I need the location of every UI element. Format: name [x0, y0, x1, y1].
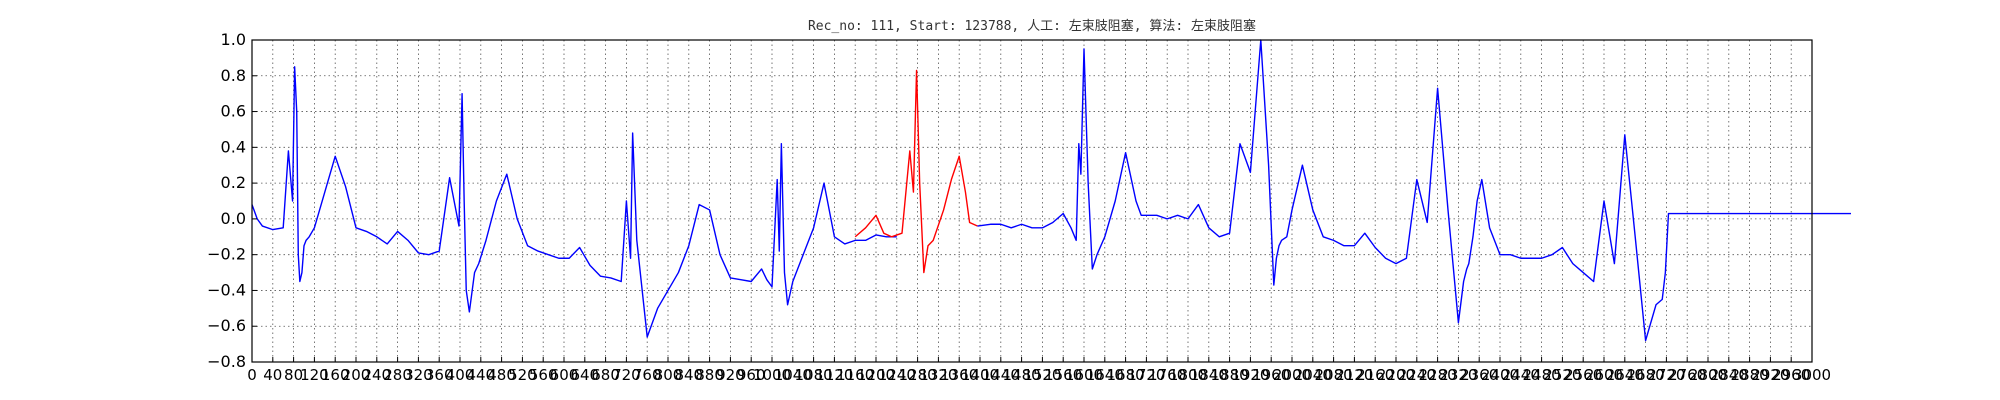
x-tick-label: 480 [487, 366, 516, 384]
x-tick-label: 1840 [1190, 366, 1228, 384]
x-tick-label: 2040 [1294, 366, 1332, 384]
x-tick-label: 720 [612, 366, 641, 384]
x-tick-label: 1000 [753, 366, 791, 384]
y-tick-layer: −0.8 −0.6 −0.4 −0.2 0.0 0.2 0.4 0.6 0.8 1.0 [207, 30, 257, 371]
x-tick-label: 640 [570, 366, 599, 384]
x-tick-label: 2440 [1502, 366, 1540, 384]
x-tick-label: 1360 [940, 366, 978, 384]
x-tick-label: 2200 [1377, 366, 1415, 384]
x-tick-label: 2800 [1689, 366, 1727, 384]
series-layer [251, 39, 1851, 342]
x-tick-label: 760 [633, 366, 662, 384]
x-tick-label: 1680 [1107, 366, 1145, 384]
x-tick-label: 1280 [899, 366, 937, 384]
x-tick-label: 2280 [1419, 366, 1457, 384]
x-tick-label: 440 [466, 366, 495, 384]
x-tick-label: 280 [383, 366, 412, 384]
x-tick-label: 2600 [1585, 366, 1623, 384]
x-tick-label: 1320 [919, 366, 957, 384]
x-tick-label: 880 [695, 366, 724, 384]
y-tick-label: 0.0 [221, 209, 246, 228]
x-tick-label: 1600 [1065, 366, 1103, 384]
x-tick-label: 2640 [1606, 366, 1644, 384]
x-tick-label: 2960 [1772, 366, 1810, 384]
x-tick-label: 1200 [857, 366, 895, 384]
x-tick-label: 800 [654, 366, 683, 384]
x-tick-label: 2160 [1356, 366, 1394, 384]
x-tick-label: 1720 [1127, 366, 1165, 384]
x-tick-label: 2480 [1523, 366, 1561, 384]
x-tick-label: 1760 [1148, 366, 1186, 384]
x-tick-label: 1480 [1003, 366, 1041, 384]
x-tick-label: 320 [404, 366, 433, 384]
x-tick-label: 40 [263, 366, 282, 384]
x-tick-label: 400 [446, 366, 475, 384]
x-tick-label: 2400 [1481, 366, 1519, 384]
x-tick-label: 240 [362, 366, 391, 384]
x-tick-label: 1040 [774, 366, 812, 384]
y-tick-label: −0.4 [207, 280, 246, 299]
x-tick-label: 0 [247, 366, 257, 384]
x-tick-label: 2360 [1460, 366, 1498, 384]
x-tick-label: 1560 [1044, 366, 1082, 384]
x-tick-label: 1520 [1023, 366, 1061, 384]
x-tick-label: 200 [342, 366, 371, 384]
grid-layer [252, 39, 1812, 363]
x-tick-label: 2320 [1439, 366, 1477, 384]
x-tick-label: 1800 [1169, 366, 1207, 384]
x-tick-label: 1080 [795, 366, 833, 384]
x-tick-label: 1640 [1086, 366, 1124, 384]
x-tick-label: 2560 [1564, 366, 1602, 384]
y-tick-label: 0.6 [221, 102, 246, 121]
y-tick-label: −0.2 [207, 245, 246, 264]
x-tick-label: 360 [425, 366, 454, 384]
x-tick-label: 2680 [1627, 366, 1665, 384]
x-tick-label: 80 [284, 366, 303, 384]
x-tick-label: 600 [550, 366, 579, 384]
x-tick-label: 2920 [1751, 366, 1789, 384]
x-tick-label: 1880 [1211, 366, 1249, 384]
x-tick-label: 2840 [1710, 366, 1748, 384]
chart-title: Rec_no: 111, Start: 123788, 人工: 左束肢阻塞, 算… [808, 18, 1256, 34]
x-tick-label: 560 [529, 366, 558, 384]
x-tick-label: 120 [300, 366, 329, 384]
x-tick-label: 1240 [878, 366, 916, 384]
ecg-trace-1 [251, 66, 897, 338]
ecg-trace-3 [977, 39, 1851, 342]
x-tick-label: 1920 [1231, 366, 1269, 384]
y-tick-label: 1.0 [221, 30, 246, 49]
plot-frame [251, 39, 1813, 363]
y-tick-label: −0.6 [207, 316, 246, 335]
x-tick-label: 2240 [1398, 366, 1436, 384]
ecg-trace-2 [854, 69, 978, 274]
x-tick-label: 680 [591, 366, 620, 384]
x-tick-label: 1160 [836, 366, 874, 384]
x-tick-layer: 0 40 8012016020024028032036040044048052056… [247, 357, 1831, 384]
x-tick-label: 960 [737, 366, 766, 384]
x-tick-label: 920 [716, 366, 745, 384]
x-tick-label: 1960 [1252, 366, 1290, 384]
x-tick-label: 840 [674, 366, 703, 384]
x-tick-label: 520 [508, 366, 537, 384]
y-tick-label: 0.8 [221, 66, 246, 85]
x-tick-label: 2760 [1668, 366, 1706, 384]
y-tick-label: 0.4 [221, 137, 246, 156]
x-tick-label: 2080 [1315, 366, 1353, 384]
x-tick-label: 1440 [982, 366, 1020, 384]
x-tick-label: 2000 [1273, 366, 1311, 384]
x-tick-label: 3000 [1793, 366, 1831, 384]
x-tick-label: 160 [321, 366, 350, 384]
x-tick-label: 2120 [1335, 366, 1373, 384]
y-tick-label: −0.8 [207, 352, 246, 371]
x-tick-label: 2880 [1731, 366, 1769, 384]
x-tick-label: 2720 [1647, 366, 1685, 384]
x-tick-label: 1120 [815, 366, 853, 384]
x-tick-label: 1400 [961, 366, 999, 384]
y-tick-label: 0.2 [221, 173, 246, 192]
x-tick-label: 2520 [1543, 366, 1581, 384]
